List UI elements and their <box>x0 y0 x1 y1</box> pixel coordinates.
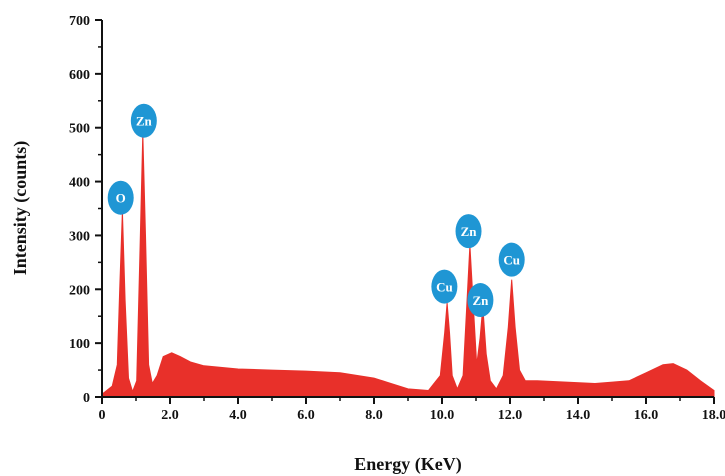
peak-label-badge <box>467 283 494 318</box>
peak-label-cu: Cu <box>431 269 458 304</box>
peak-label-text: O <box>116 191 126 206</box>
ticks: 0 2.0 4.0 6.0 8.0 10.0 12.0 14.0 16.0 18.0 0 100 200… <box>69 14 725 423</box>
y-tick-label: 500 <box>69 122 90 137</box>
peak-label-badge <box>498 242 525 277</box>
y-tick-label: 600 <box>69 68 90 83</box>
peak-label-text: Zn <box>461 224 478 239</box>
x-tick-label: 16.0 <box>634 408 659 423</box>
peak-label-text: Zn <box>472 293 489 308</box>
y-tick-label: 700 <box>69 14 90 29</box>
peak-labels: O Zn Cu Zn Zn Cu <box>107 103 525 318</box>
y-tick-label: 0 <box>83 391 90 406</box>
peak-label-text: Cu <box>436 280 453 295</box>
peak-label-badge <box>455 214 482 249</box>
spectrum-area-0 <box>101 133 715 398</box>
y-axis-title: Intensity (counts) <box>10 141 31 276</box>
x-tick-label: 18.0 <box>702 408 725 423</box>
peak-label-zn: Zn <box>467 283 494 318</box>
peak-label-cu: Cu <box>498 242 525 277</box>
peak-label-zn: Zn <box>130 103 157 138</box>
y-tick-label: 200 <box>69 283 90 298</box>
x-tick-label: 8.0 <box>365 408 383 423</box>
peak-label-text: Cu <box>503 253 520 268</box>
x-tick-label: 2.0 <box>161 408 179 423</box>
y-tick-label: 300 <box>69 229 90 244</box>
x-tick-label: 0 <box>99 408 106 423</box>
peak-label-badge <box>107 180 134 215</box>
x-tick-label: 4.0 <box>229 408 247 423</box>
y-tick-label: 400 <box>69 176 90 191</box>
peak-label-badge <box>431 269 458 304</box>
y-tick-label: 100 <box>69 337 90 352</box>
axes <box>101 20 714 398</box>
x-tick-label: 10.0 <box>430 408 455 423</box>
peak-label-o: O <box>107 180 134 215</box>
spectrum-area-layer <box>101 133 715 398</box>
x-axis-title: Energy (KeV) <box>354 454 461 475</box>
x-tick-label: 6.0 <box>297 408 315 423</box>
x-tick-label: 14.0 <box>566 408 591 423</box>
peak-label-badge <box>130 103 157 138</box>
x-tick-label: 12.0 <box>498 408 523 423</box>
peak-label-zn: Zn <box>455 214 482 249</box>
peak-label-text: Zn <box>136 114 153 129</box>
